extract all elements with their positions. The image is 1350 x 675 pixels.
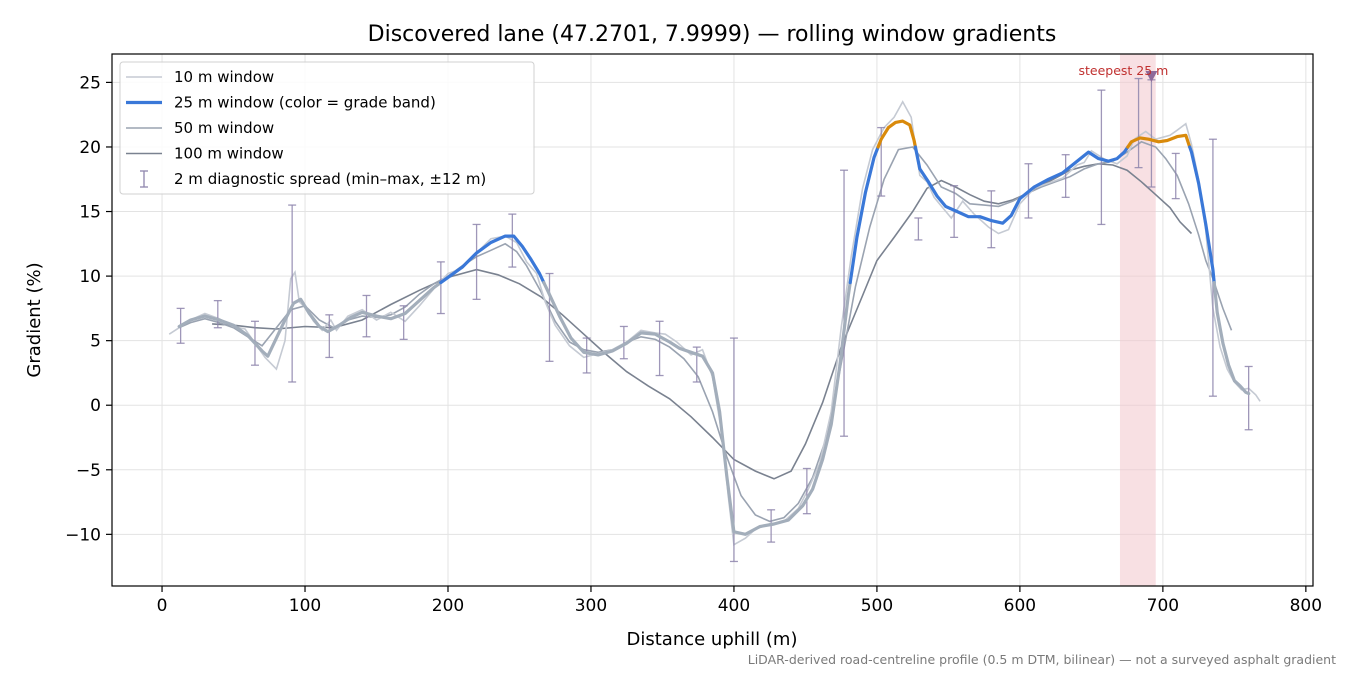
error-bar	[1134, 77, 1143, 169]
y-tick-label: −5	[76, 461, 101, 481]
x-tick-label: 200	[432, 596, 464, 616]
x-tick-label: 0	[157, 596, 168, 616]
error-bar	[436, 261, 445, 315]
error-bar	[914, 217, 923, 241]
x-tick-label: 700	[1147, 596, 1179, 616]
x-tick-label: 500	[861, 596, 893, 616]
y-tick-label: 15	[79, 203, 101, 223]
chart-title: Discovered lane (47.2701, 7.9999) — roll…	[368, 22, 1057, 47]
error-bar	[399, 305, 408, 341]
x-tick-label: 800	[1290, 596, 1322, 616]
legend-entry: 100 m window	[126, 145, 284, 163]
steepest-annotation: steepest 25 m	[1078, 63, 1168, 78]
series-25m-segment	[1126, 133, 1192, 149]
error-bar	[288, 204, 297, 383]
error-bar	[325, 314, 334, 359]
legend-label: 50 m window	[174, 119, 274, 137]
x-tick-label: 100	[289, 596, 321, 616]
error-bar	[802, 467, 811, 515]
legend-label: 100 m window	[174, 145, 284, 163]
x-tick-label: 300	[575, 596, 607, 616]
error-bar	[508, 213, 517, 268]
error-bar	[472, 223, 481, 300]
y-tick-label: −10	[65, 525, 101, 545]
error-bar	[582, 337, 591, 374]
error-bar	[1097, 89, 1106, 226]
legend-entry: 25 m window (color = grade band)	[126, 94, 436, 112]
legend-entry: 10 m window	[126, 68, 274, 86]
axis-ticks: 0 100 200 300 400 500 600 700 800 −10 −5 0 5 10 15 20 25	[65, 73, 1322, 616]
error-bar	[655, 320, 664, 377]
legend-label: 10 m window	[174, 68, 274, 86]
error-bar	[213, 299, 222, 329]
legend-entry: 2 m diagnostic spread (min–max, ±12 m)	[140, 170, 486, 188]
error-bar	[545, 272, 554, 362]
series-10m-line	[168, 100, 1261, 546]
series-25m-segment	[177, 281, 443, 358]
series-25m-segment	[439, 234, 546, 285]
series-50m-line	[178, 140, 1233, 523]
error-bar	[619, 325, 628, 360]
series-25m-segment	[913, 145, 1130, 225]
series-25m-segment	[1212, 281, 1251, 396]
y-tick-label: 25	[79, 73, 101, 93]
error-bar	[1171, 152, 1180, 200]
x-tick-label: 400	[718, 596, 750, 616]
series-25m-segment	[1188, 145, 1216, 285]
legend: 10 m window 25 m window (color = grade ba…	[119, 61, 535, 195]
x-axis-label: Distance uphill (m)	[627, 629, 798, 650]
footnote: LiDAR-derived road-centreline profile (0…	[748, 652, 1336, 667]
legend-label: 2 m diagnostic spread (min–max, ±12 m)	[174, 170, 486, 188]
y-axis-label: Gradient (%)	[24, 262, 45, 377]
series-25m-segment	[876, 119, 917, 149]
series-25m-segment	[542, 281, 852, 536]
y-tick-label: 20	[79, 138, 101, 158]
series-25m-segment	[848, 145, 880, 285]
error-bar	[1244, 365, 1253, 431]
y-tick-label: 10	[79, 267, 101, 287]
error-bar	[1061, 154, 1070, 198]
error-bar	[840, 169, 849, 437]
steepest-segment-band	[1119, 54, 1156, 586]
steepest-marker-icon	[1145, 70, 1158, 82]
y-tick-label: 0	[90, 396, 101, 416]
plot-frame	[111, 53, 1314, 587]
legend-entry: 50 m window	[126, 119, 274, 137]
error-bar	[362, 294, 371, 338]
x-tick-label: 600	[1004, 596, 1036, 616]
legend-label: 25 m window (color = grade band)	[174, 94, 436, 112]
plot-area	[168, 54, 1261, 586]
y-tick-label: 5	[90, 332, 101, 352]
legend-box	[119, 61, 535, 195]
